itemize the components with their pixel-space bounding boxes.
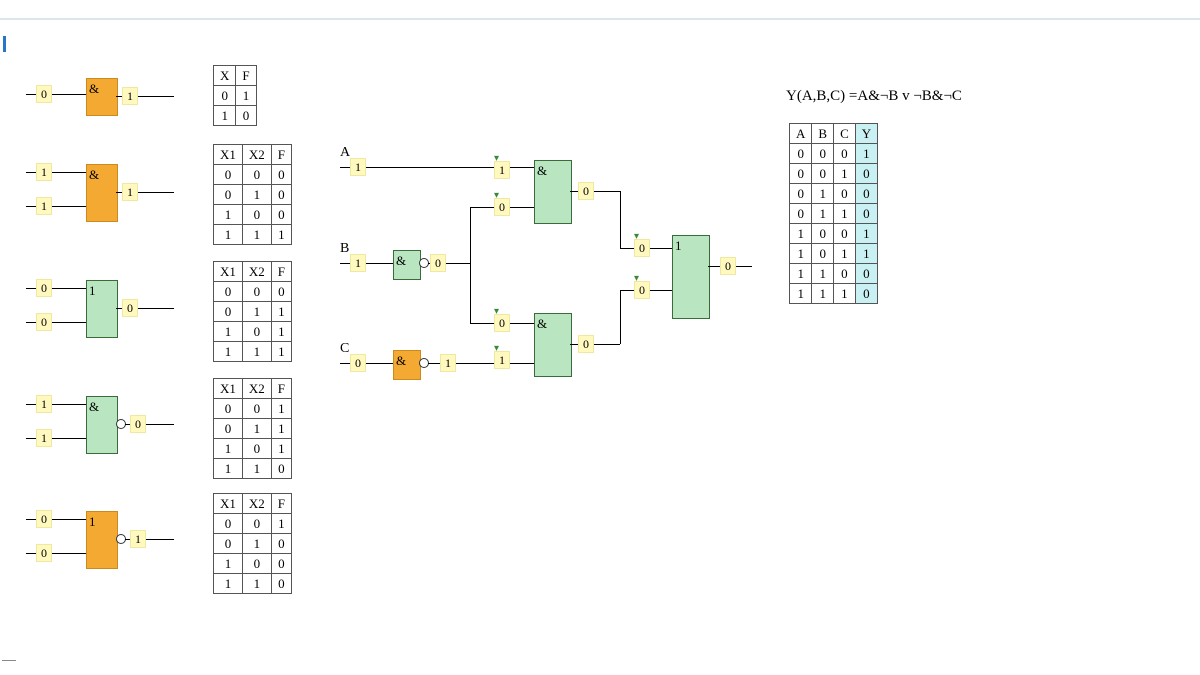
value-box: 1 (130, 530, 146, 548)
value-box: 0 (36, 279, 52, 297)
gate-or: 1 (672, 235, 710, 319)
value-box: 1 (36, 163, 52, 181)
value-box: 1 (350, 158, 366, 176)
tick-mark: ▾ (494, 345, 499, 353)
truth-table-1: X1X2F000010100111 (213, 144, 292, 245)
wire (26, 404, 86, 405)
gate-symbol: & (537, 316, 547, 332)
gate-symbol: & (537, 163, 547, 179)
tick-mark: ▾ (494, 192, 499, 200)
value-box: 0 (720, 257, 736, 275)
y-truth-table: ABCY00010010010001101001101111001110 (789, 123, 878, 304)
value-box: 0 (36, 85, 52, 103)
left-gate-3: & (86, 396, 118, 454)
wire (620, 290, 621, 344)
wire (340, 363, 393, 364)
value-box: 0 (36, 544, 52, 562)
gate-and-1: & (534, 160, 572, 224)
left-gate-4: 1 (86, 511, 118, 569)
gate-symbol: 1 (675, 238, 682, 254)
gate-not-b: & (393, 250, 421, 280)
input-label-b: B (340, 241, 349, 257)
wire (26, 206, 86, 207)
value-box: 0 (350, 354, 366, 372)
truth-table-0: XF0110 (213, 65, 257, 126)
left-gate-1: & (86, 164, 118, 222)
left-gate-0: & (86, 78, 118, 116)
value-box: 1 (36, 395, 52, 413)
gate-symbol: & (396, 353, 406, 369)
value-box: 1 (36, 197, 52, 215)
value-box: 1 (122, 87, 138, 105)
text-caret (3, 36, 6, 52)
tick-mark: ▾ (634, 233, 639, 241)
tick-mark: ▾ (494, 155, 499, 163)
wire (26, 438, 86, 439)
formula-text: Y(A,B,C) =A&¬B v ¬B&¬C (786, 88, 962, 105)
gate-symbol: 1 (89, 514, 96, 530)
gate-symbol: & (89, 167, 99, 183)
value-box: 0 (430, 254, 446, 272)
value-box: 0 (578, 335, 594, 353)
input-label-c: C (340, 341, 349, 357)
gate-not-c: & (393, 350, 421, 380)
gate-symbol: & (89, 399, 99, 415)
truth-table-3: X1X2F001011101110 (213, 378, 292, 479)
canvas: { "background_color":"#ffffff", "rule_co… (0, 0, 1200, 675)
top-rule (0, 18, 1200, 20)
gate-symbol: 1 (89, 283, 96, 299)
value-box: 1 (440, 354, 456, 372)
gate-and-2: & (534, 313, 572, 377)
wire (26, 553, 86, 554)
value-box: 0 (122, 299, 138, 317)
truth-table-4: X1X2F001010100110 (213, 493, 292, 594)
value-box: 1 (36, 429, 52, 447)
value-box: 0 (36, 313, 52, 331)
input-label-a: A (340, 145, 350, 161)
value-box: 1 (122, 183, 138, 201)
wire (26, 519, 86, 520)
truth-table-2: X1X2F000011101111 (213, 261, 292, 362)
wire (26, 288, 86, 289)
wire (470, 207, 471, 323)
value-box: 0 (36, 510, 52, 528)
wire (340, 263, 393, 264)
value-box: 1 (350, 254, 366, 272)
tick-mark: ▾ (634, 275, 639, 283)
gate-symbol: & (396, 253, 406, 269)
value-box: 0 (578, 182, 594, 200)
value-box: 0 (130, 415, 146, 433)
wire (26, 322, 86, 323)
gate-symbol: & (89, 81, 99, 97)
wire (26, 94, 86, 95)
wire (26, 172, 86, 173)
page-cursor (2, 650, 16, 661)
tick-mark: ▾ (494, 308, 499, 316)
left-gate-2: 1 (86, 280, 118, 338)
wire (620, 191, 621, 248)
